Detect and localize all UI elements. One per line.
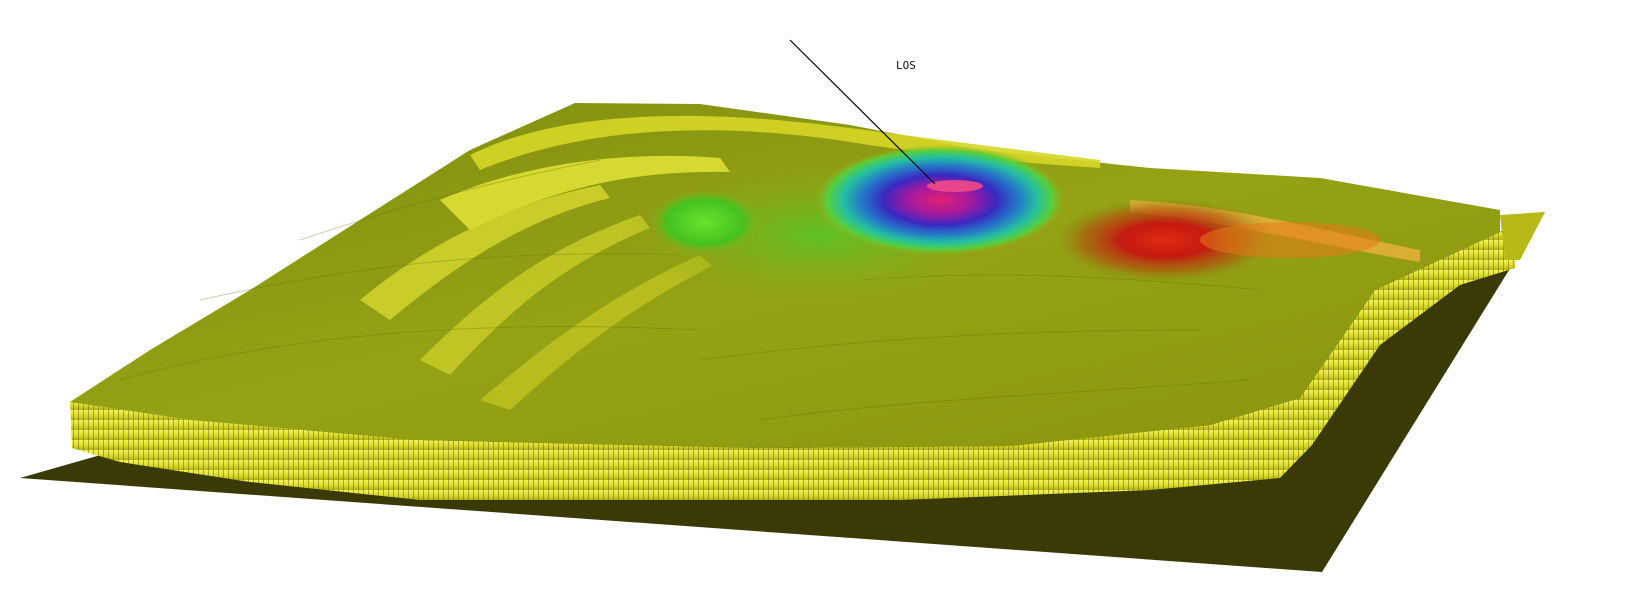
ridge-escarpment-diagonal-2 xyxy=(420,215,650,375)
front-cliff-wall xyxy=(70,398,1312,500)
deformation-bowl xyxy=(815,145,1065,255)
ridge-escarpment-west xyxy=(440,155,730,230)
right-tip-wall xyxy=(1500,212,1545,260)
los-line xyxy=(789,39,936,185)
ridge-escarpment-back xyxy=(470,115,1100,170)
right-cliff-wall xyxy=(1300,232,1518,445)
deformation-green-pit xyxy=(650,190,760,254)
los-label: LOS xyxy=(896,59,916,72)
ridge-escarpment-diagonal-3 xyxy=(480,255,712,410)
deformation-bowl-rim xyxy=(927,180,983,192)
deformation-red-lobe xyxy=(1055,198,1275,282)
ridge-escarpment-diagonal-1 xyxy=(360,185,610,320)
deformation-orange-band xyxy=(1200,222,1380,258)
